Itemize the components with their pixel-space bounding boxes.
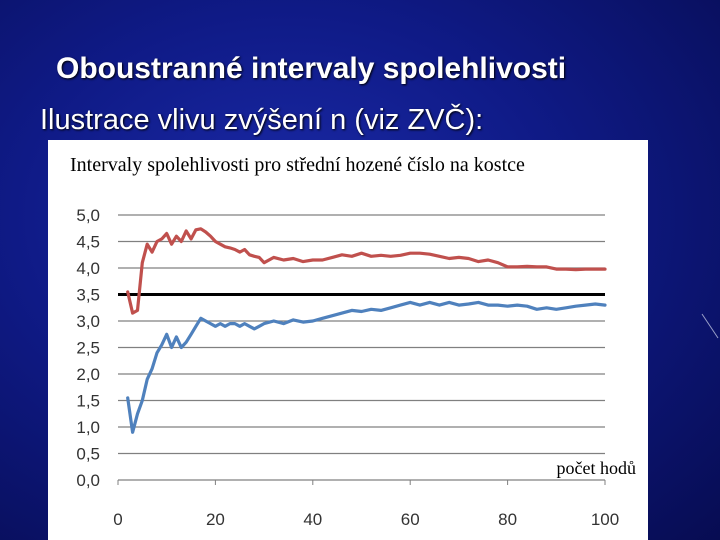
- chart: Intervaly spolehlivosti pro střední hoze…: [70, 154, 636, 529]
- slide-title: Oboustranné intervaly spolehlivosti: [56, 52, 567, 85]
- y-tick-label: 1,5: [76, 392, 100, 411]
- y-tick-label: 0,5: [76, 445, 100, 464]
- slide-subtitle: Ilustrace vlivu zvýšení n (viz ZVČ):: [40, 104, 484, 136]
- x-tick-label: 80: [498, 510, 517, 529]
- y-tick-label: 3,5: [76, 286, 100, 305]
- lower-bound-line: [126, 300, 607, 434]
- y-tick-label: 1,0: [76, 418, 100, 437]
- y-tick-label: 4,0: [76, 259, 100, 278]
- decorative-line: [701, 313, 719, 339]
- y-tick-label: 4,5: [76, 233, 100, 252]
- y-tick-label: 3,0: [76, 312, 100, 331]
- x-axis-ticks: 0 20 40 60 80 100: [113, 480, 619, 529]
- y-tick-label: 2,5: [76, 339, 100, 358]
- y-tick-label: 2,0: [76, 365, 100, 384]
- x-axis-label: počet hodů: [557, 458, 636, 478]
- x-tick-label: 0: [113, 510, 122, 529]
- y-tick-label: 0,0: [76, 471, 100, 490]
- x-tick-label: 60: [401, 510, 420, 529]
- chart-title: Intervaly spolehlivosti pro střední hoze…: [70, 154, 525, 176]
- chart-panel: Intervaly spolehlivosti pro střední hoze…: [48, 140, 648, 540]
- x-tick-label: 20: [206, 510, 225, 529]
- y-tick-label: 5,0: [76, 206, 100, 225]
- x-tick-label: 100: [591, 510, 619, 529]
- x-tick-label: 40: [303, 510, 322, 529]
- y-axis-ticks: 0,0 0,5 1,0 1,5 2,0 2,5 3,0 3,5 4,0 4,5 5,0: [76, 206, 100, 490]
- series-lines: [126, 227, 607, 434]
- upper-bound-line: [126, 227, 607, 315]
